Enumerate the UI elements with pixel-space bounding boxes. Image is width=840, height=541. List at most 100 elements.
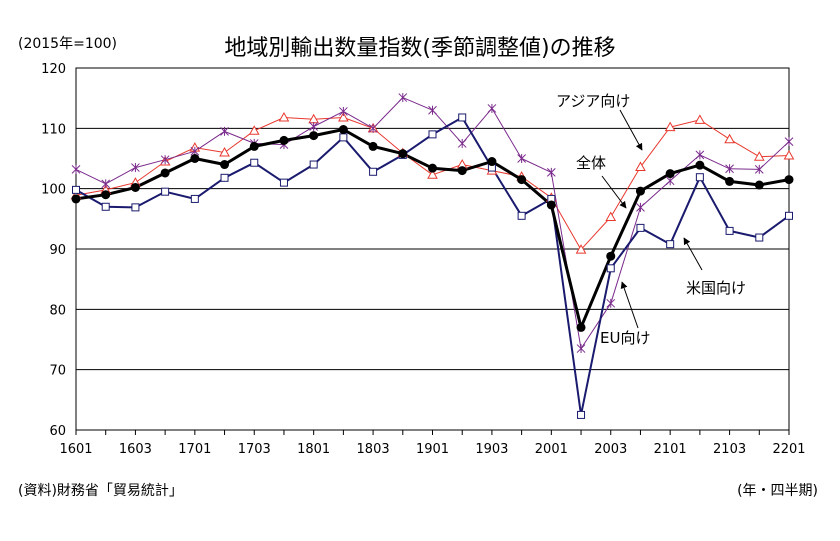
annotation-arrow (619, 109, 643, 151)
data-point (784, 137, 794, 147)
data-point (130, 182, 140, 192)
data-point (695, 160, 705, 170)
x-tick-label: 1901 (416, 442, 449, 457)
data-point (457, 166, 467, 176)
y-tick-label: 80 (49, 303, 66, 318)
data-point (725, 164, 734, 174)
data-point (428, 130, 437, 139)
data-point (101, 179, 111, 189)
data-point (725, 226, 734, 235)
data-point (72, 185, 80, 194)
data-point (248, 125, 260, 135)
source-note: (資料)財務省「貿易統計」 (18, 483, 183, 499)
data-point (279, 178, 288, 187)
data-point (71, 194, 81, 204)
data-point (220, 126, 229, 136)
annotation-label: 全体 (576, 154, 606, 172)
data-point (784, 175, 794, 185)
x-tick-label: 1601 (59, 442, 92, 457)
data-point (160, 155, 170, 165)
data-point (665, 169, 675, 179)
grid-lines (76, 127, 789, 371)
data-point (398, 149, 408, 159)
data-point (576, 344, 586, 354)
data-point (546, 167, 556, 177)
y-tick-label: 90 (49, 243, 66, 258)
data-point (606, 264, 615, 273)
y-tick-label: 60 (49, 424, 66, 439)
data-point (219, 146, 230, 157)
series-line-0 (75, 128, 790, 329)
data-point (278, 111, 290, 122)
data-point (666, 240, 675, 249)
series-line-2 (75, 116, 790, 416)
data-point (517, 154, 526, 163)
data-point (220, 160, 230, 170)
data-point (694, 114, 706, 124)
chart-title: 地域別輸出数量指数(季節調整値)の推移 (224, 36, 616, 61)
x-tick-label: 2003 (594, 442, 627, 457)
data-point (664, 121, 676, 132)
data-point (753, 151, 765, 161)
data-point (636, 202, 645, 212)
data-point (427, 169, 438, 179)
data-point (606, 298, 616, 308)
annotation-label: 米国向け (686, 279, 746, 297)
series-markers (70, 93, 795, 419)
y-tick-label: 110 (41, 122, 66, 137)
x-tick-label: 2201 (772, 442, 805, 457)
annotation-arrow (601, 175, 627, 209)
data-point (161, 187, 170, 196)
data-point (338, 125, 348, 135)
data-point (575, 244, 587, 254)
data-point (546, 200, 556, 210)
data-point (457, 138, 467, 148)
y-tick-label: 100 (41, 183, 66, 198)
y-unit-label: (2015年=100) (18, 36, 118, 52)
data-point (398, 93, 408, 103)
data-point (309, 131, 319, 141)
x-tick-label: 1703 (238, 442, 271, 457)
data-point (783, 149, 795, 160)
data-point (725, 176, 735, 186)
data-point (368, 141, 378, 151)
series-lines (75, 97, 790, 416)
annotation-label: EU向け (600, 329, 650, 347)
data-point (250, 158, 259, 167)
data-point (131, 203, 140, 212)
x-tick-label: 1903 (475, 442, 508, 457)
data-point (101, 202, 110, 211)
data-point (754, 164, 764, 174)
data-point (101, 190, 111, 200)
data-point (695, 150, 705, 160)
data-point (605, 211, 617, 222)
data-point (785, 211, 793, 220)
data-point (754, 180, 764, 190)
data-point (636, 223, 645, 232)
data-point (339, 106, 348, 116)
data-point (755, 233, 764, 242)
data-point (487, 103, 497, 113)
data-point (635, 186, 645, 196)
data-point (458, 113, 467, 122)
data-point (71, 164, 81, 174)
data-point (309, 160, 318, 169)
annotation-label: アジア向け (556, 92, 630, 110)
data-point (487, 157, 497, 167)
x-tick-label: 1803 (357, 442, 390, 457)
x-unit-label: (年・四半期) (737, 483, 818, 499)
x-tick-label: 2001 (535, 442, 568, 457)
x-tick-label: 1801 (297, 442, 330, 457)
data-point (338, 111, 349, 122)
data-point (577, 410, 586, 419)
y-tick-labels: 60 70 80 90 100 110 120 (41, 62, 66, 439)
data-point (279, 135, 289, 145)
annotation-arrow (683, 237, 703, 271)
data-point (339, 133, 348, 142)
data-point (368, 123, 378, 133)
data-point (309, 122, 319, 132)
data-point (517, 175, 527, 185)
data-point (369, 167, 378, 176)
